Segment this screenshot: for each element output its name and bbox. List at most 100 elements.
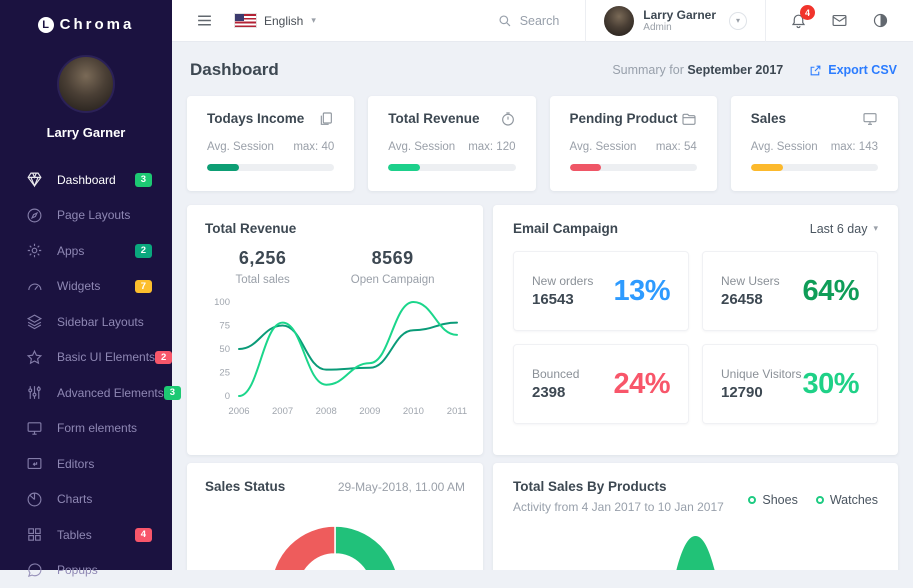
topbar-user-name: Larry Garner [643, 8, 716, 22]
svg-text:50: 50 [219, 344, 230, 355]
profile-dropdown[interactable]: Larry Garner Admin ▾ [586, 6, 765, 36]
sales-status-timestamp: 29-May-2018, 11.00 AM [338, 480, 465, 494]
sidebar-item-dashboard[interactable]: Dashboard 3 [0, 162, 172, 198]
email-tile-new-users: New Users 26458 64% [702, 251, 878, 331]
sidebar-item-label: Page Layouts [57, 208, 152, 222]
sidebar-item-advanced-elements[interactable]: Advanced Elements 3 [0, 375, 172, 411]
page-title: Dashboard [190, 60, 279, 80]
email-tile-unique-visitors: Unique Visitors 12790 30% [702, 344, 878, 424]
compass-icon [26, 207, 43, 224]
nav-badge: 2 [155, 351, 172, 365]
stat-title: Total Revenue [388, 111, 479, 126]
stat-title: Sales [751, 111, 786, 126]
stat-metric: Avg. Session [570, 141, 637, 153]
sidebar-item-label: Popups [57, 563, 152, 577]
sidebar-item-page-layouts[interactable]: Page Layouts [0, 198, 172, 234]
total-sales-value: 6,256 [235, 248, 289, 269]
svg-text:2008: 2008 [316, 406, 337, 417]
sales-status-card: Sales Status 29-May-2018, 11.00 AM [187, 463, 483, 570]
sidebar: L Chroma Larry Garner Dashboard 3 Page L… [0, 0, 172, 570]
progress-bar [570, 164, 697, 171]
date-range-dropdown[interactable]: Last 6 day ▾ [810, 222, 878, 236]
sidebar-item-basic-ui-elements[interactable]: Basic UI Elements 2 [0, 340, 172, 376]
legend-item-shoes[interactable]: Shoes [748, 493, 797, 507]
monitor-icon [862, 111, 878, 132]
stat-title: Pending Product [570, 111, 678, 126]
menu-toggle-button[interactable] [196, 12, 213, 29]
svg-text:2009: 2009 [359, 406, 380, 417]
pie-chart-icon [26, 491, 43, 508]
svg-text:2007: 2007 [272, 406, 293, 417]
legend-dot-icon [816, 496, 824, 504]
summary-text: Summary for September 2017 [612, 63, 783, 77]
sidebar-item-form-elements[interactable]: Form elements [0, 411, 172, 447]
language-selector[interactable]: English ▾ [235, 14, 316, 28]
stat-max: max: 143 [831, 141, 878, 153]
tile-percent: 64% [802, 275, 859, 308]
summary-prefix: Summary for [612, 63, 684, 77]
total-revenue-card: Total Revenue 6,256 Total sales 8569 Ope… [187, 205, 483, 455]
sales-status-donut-chart [255, 510, 415, 570]
clock-icon [500, 111, 516, 132]
speedometer-icon [26, 278, 43, 295]
total-sales-title: Total Sales By Products [513, 479, 724, 494]
sidebar-item-charts[interactable]: Charts [0, 482, 172, 518]
total-sales-label: Total sales [235, 274, 289, 286]
grid-icon [26, 526, 43, 543]
stat-card-pending-product: Pending Product Avg. Session max: 54 [550, 96, 717, 191]
contrast-icon [872, 12, 889, 29]
sidebar-item-label: Widgets [57, 279, 135, 293]
nav-badge: 3 [164, 386, 181, 400]
progress-fill [751, 164, 783, 171]
progress-fill [388, 164, 420, 171]
nav-badge: 2 [135, 244, 152, 258]
notification-count-badge: 4 [800, 5, 815, 20]
tile-percent: 13% [613, 275, 670, 308]
search-button[interactable]: Search [472, 14, 586, 28]
sidebar-item-editors[interactable]: Editors [0, 446, 172, 482]
sidebar-item-label: Tables [57, 528, 135, 542]
email-campaign-title: Email Campaign [513, 221, 618, 236]
svg-text:2011: 2011 [447, 406, 467, 417]
theme-toggle-button[interactable] [872, 12, 889, 29]
sidebar-item-label: Charts [57, 492, 152, 506]
sidebar-item-apps[interactable]: Apps 2 [0, 233, 172, 269]
sidebar-item-widgets[interactable]: Widgets 7 [0, 269, 172, 305]
tile-value: 16543 [532, 291, 593, 308]
layers-icon [26, 313, 43, 330]
messages-button[interactable] [831, 12, 848, 29]
sidebar-item-popups[interactable]: Popups [0, 553, 172, 588]
search-label: Search [520, 14, 560, 28]
brand-logo[interactable]: L Chroma [0, 0, 172, 33]
user-avatar [57, 55, 115, 113]
notifications-button[interactable]: 4 [790, 12, 807, 29]
sidebar-item-label: Dashboard [57, 173, 135, 187]
tile-value: 12790 [721, 384, 801, 401]
progress-fill [207, 164, 239, 171]
us-flag-icon [235, 14, 256, 27]
envelope-icon [831, 12, 848, 29]
chevron-down-icon: ▾ [873, 223, 878, 234]
svg-text:25: 25 [219, 368, 230, 379]
progress-bar [751, 164, 878, 171]
progress-bar [207, 164, 334, 171]
editor-icon [26, 455, 43, 472]
sidebar-item-tables[interactable]: Tables 4 [0, 517, 172, 553]
svg-text:100: 100 [214, 297, 230, 308]
total-sales-by-products-card: Total Sales By Products Activity from 4 … [493, 463, 898, 570]
sidebar-item-sidebar-layouts[interactable]: Sidebar Layouts [0, 304, 172, 340]
sidebar-nav: Dashboard 3 Page Layouts Apps 2 Widgets … [0, 162, 172, 588]
star-icon [26, 349, 43, 366]
brand-name: Chroma [60, 16, 135, 33]
export-csv-button[interactable]: Export CSV [809, 63, 897, 77]
sidebar-profile: Larry Garner [0, 55, 172, 140]
legend-item-watches[interactable]: Watches [816, 493, 878, 507]
search-icon [498, 14, 512, 28]
tile-label: Bounced [532, 367, 579, 381]
svg-text:0: 0 [225, 391, 230, 402]
nav-badge: 7 [135, 280, 152, 294]
gear-icon [26, 242, 43, 259]
stat-card-todays-income: Todays Income Avg. Session max: 40 [187, 96, 354, 191]
open-campaign-label: Open Campaign [351, 274, 435, 286]
